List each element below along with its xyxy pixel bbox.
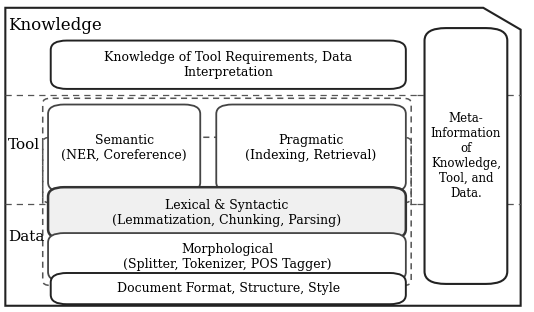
Text: Document Format, Structure, Style: Document Format, Structure, Style xyxy=(117,282,340,295)
Text: Morphological
(Splitter, Tokenizer, POS Tagger): Morphological (Splitter, Tokenizer, POS … xyxy=(123,243,331,271)
Text: Semantic
(NER, Coreference): Semantic (NER, Coreference) xyxy=(61,134,187,162)
FancyBboxPatch shape xyxy=(48,233,406,281)
Text: Pragmatic
(Indexing, Retrieval): Pragmatic (Indexing, Retrieval) xyxy=(246,134,376,162)
FancyBboxPatch shape xyxy=(51,41,406,89)
Text: Tool: Tool xyxy=(8,138,40,152)
Text: Lexical & Syntactic
(Lemmatization, Chunking, Parsing): Lexical & Syntactic (Lemmatization, Chun… xyxy=(112,199,342,227)
FancyBboxPatch shape xyxy=(425,28,507,284)
FancyBboxPatch shape xyxy=(48,105,200,192)
Text: Meta-
Information
of
Knowledge,
Tool, and
Data.: Meta- Information of Knowledge, Tool, an… xyxy=(431,112,501,200)
FancyBboxPatch shape xyxy=(48,187,406,239)
FancyBboxPatch shape xyxy=(216,105,406,192)
Text: Data: Data xyxy=(8,230,44,244)
Text: Knowledge: Knowledge xyxy=(8,17,102,34)
FancyBboxPatch shape xyxy=(51,273,406,304)
Text: Knowledge of Tool Requirements, Data
Interpretation: Knowledge of Tool Requirements, Data Int… xyxy=(104,51,352,79)
